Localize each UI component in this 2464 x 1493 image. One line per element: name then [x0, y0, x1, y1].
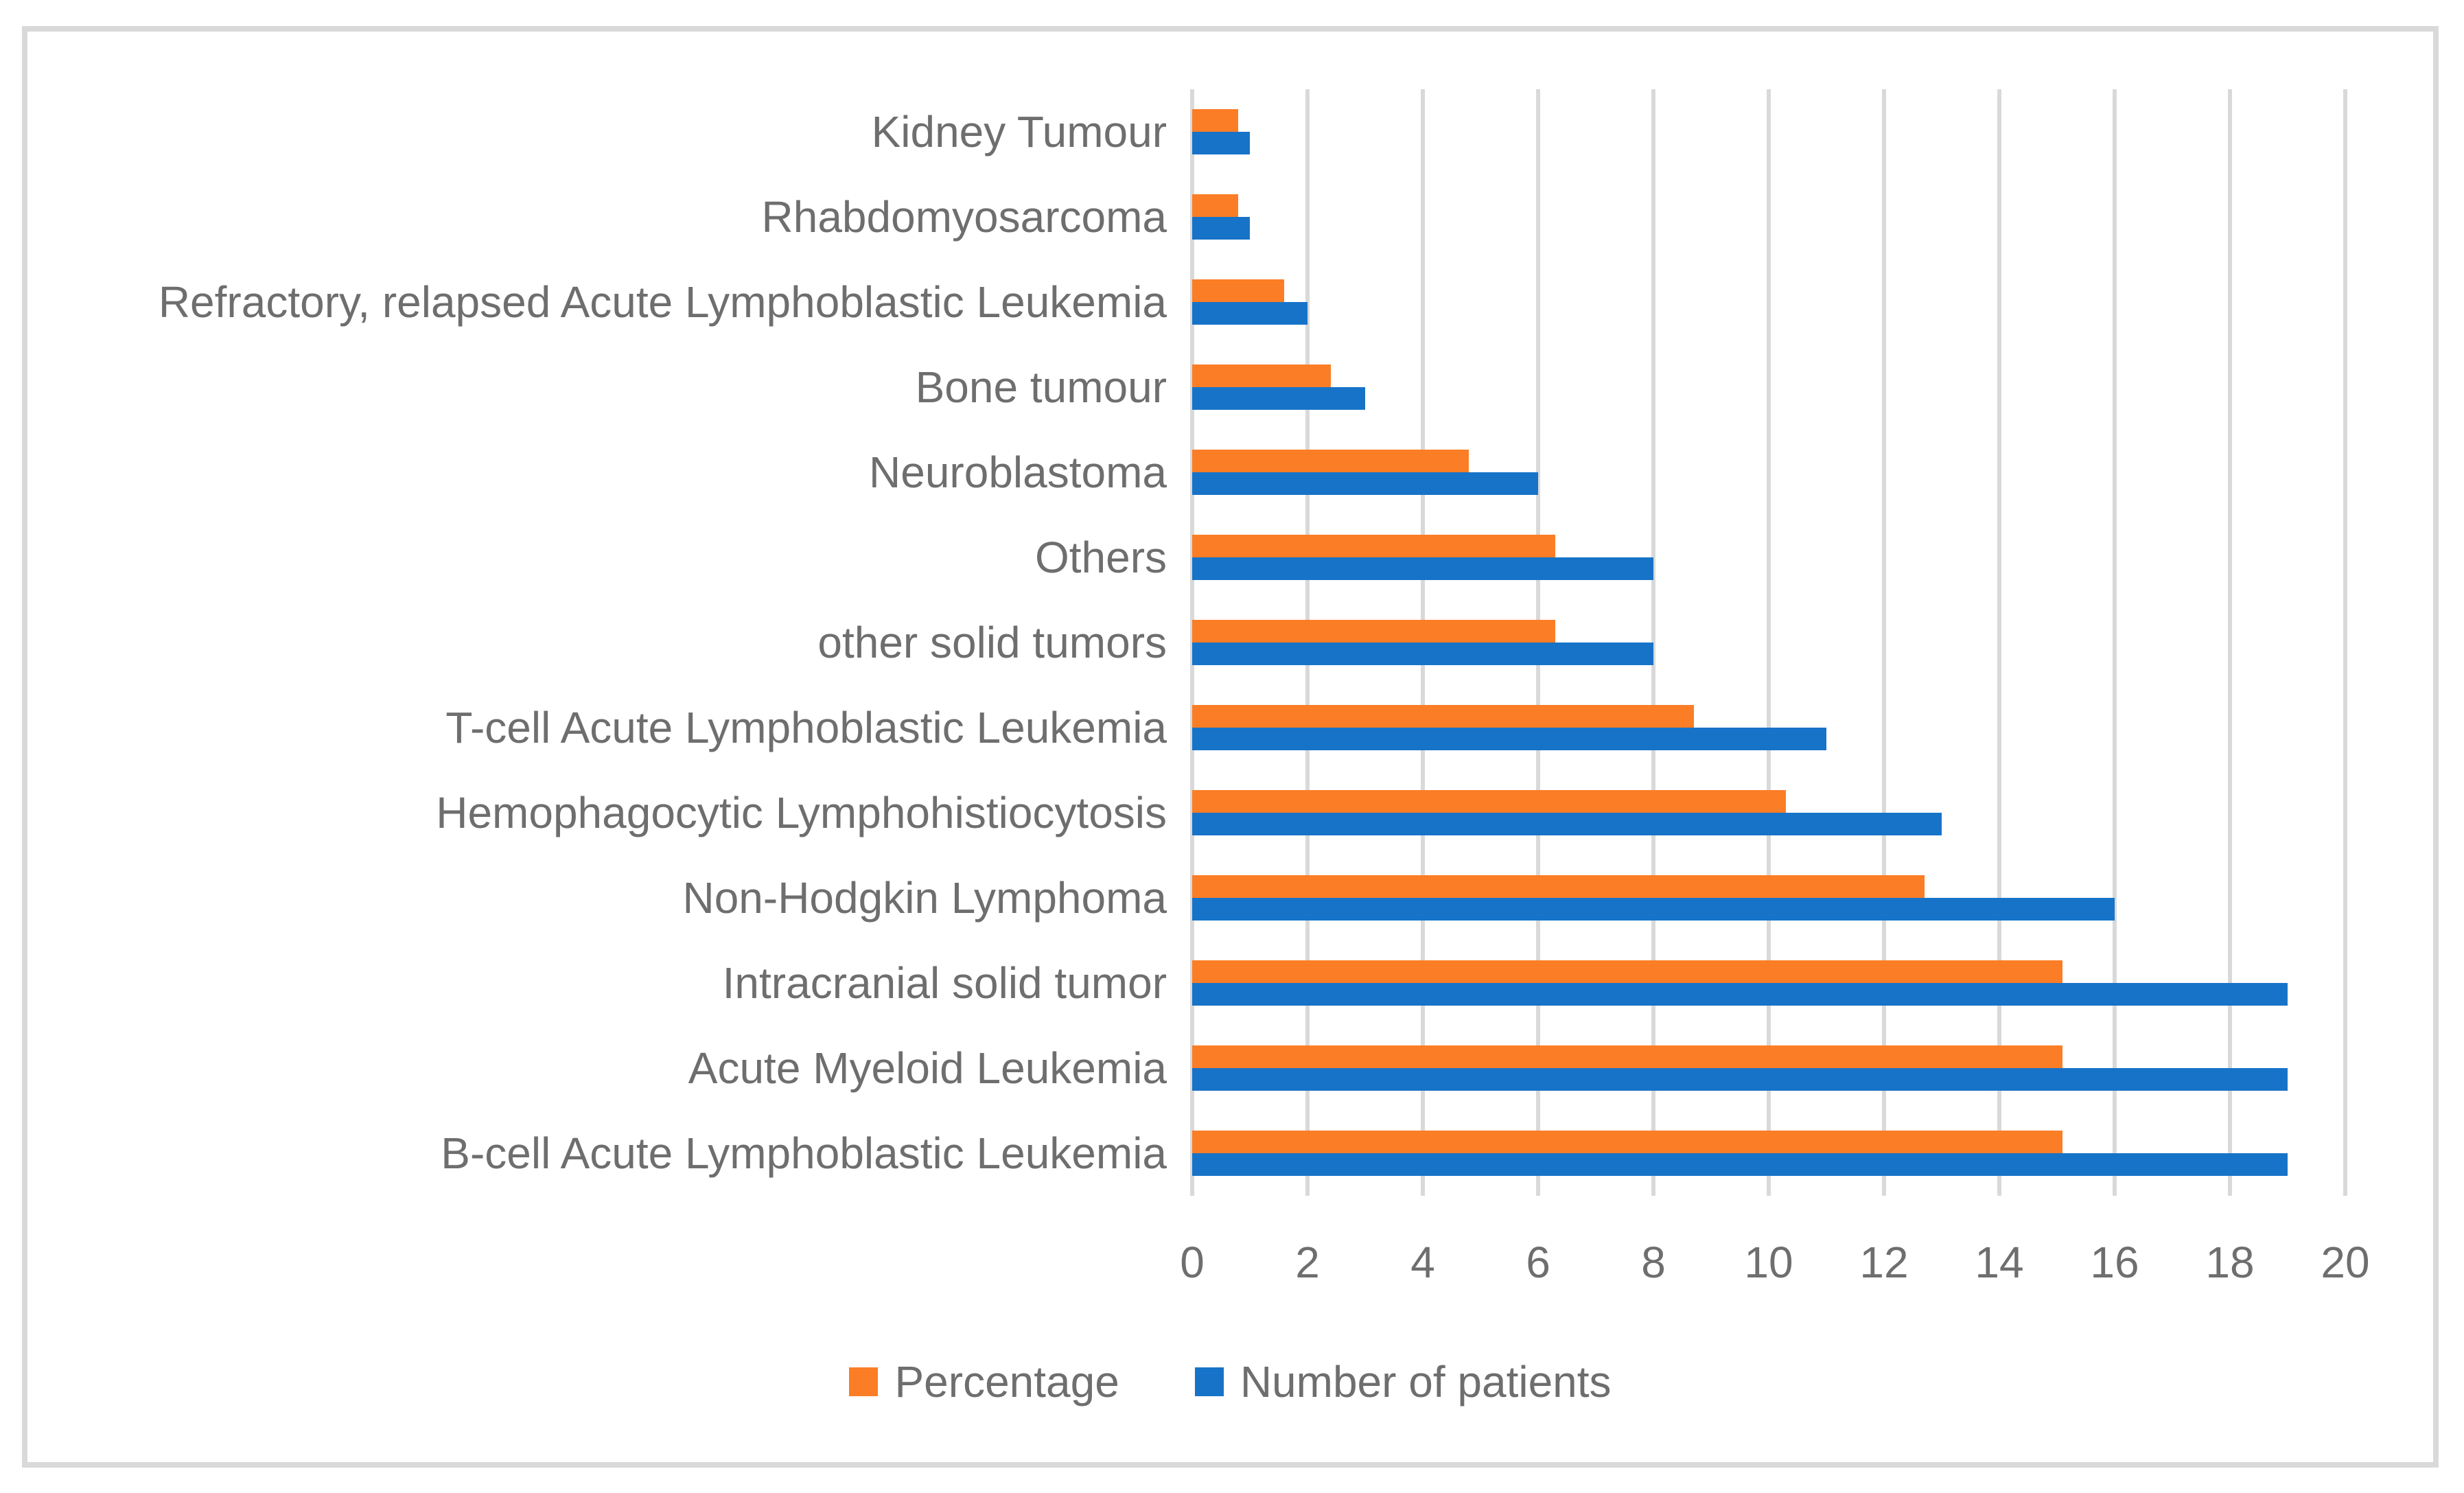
category-row [1192, 345, 2345, 430]
bar-percentage [1192, 364, 1331, 387]
bar-number-of-patients [1192, 132, 1250, 154]
x-tick-label: 16 [2090, 1238, 2139, 1287]
bar-number-of-patients [1192, 643, 1653, 665]
category-row [1192, 259, 2345, 345]
bar-percentage [1192, 535, 1556, 557]
legend-item-number-of-patients: Number of patients [1194, 1356, 1612, 1407]
x-axis-tick-labels: 0 2 4 6 8 10 12 14 16 18 20 [1180, 1237, 2369, 1312]
x-tick-label: 8 [1641, 1238, 1666, 1287]
bar-percentage [1192, 620, 1556, 643]
legend-label-number-of-patients: Number of patients [1240, 1357, 1612, 1407]
category-labels: Kidney Tumour Rhabdomyosarcoma Refractory,… [27, 89, 1167, 1196]
x-tick-label: 6 [1526, 1238, 1550, 1287]
bar-percentage [1192, 1045, 2063, 1068]
x-tick-label: 4 [1410, 1238, 1435, 1287]
bar-percentage [1192, 109, 1239, 132]
category-row [1192, 600, 2345, 685]
category-row [1192, 174, 2345, 259]
gridline [1997, 89, 2001, 1196]
x-tick-label: 12 [1859, 1238, 1909, 1287]
gridline [1882, 89, 1886, 1196]
plot-area [1190, 89, 2347, 1196]
bar-number-of-patients [1192, 217, 1250, 240]
gridline [2343, 89, 2347, 1196]
number-of-patients-swatch-icon [1194, 1367, 1224, 1396]
x-tick-label: 14 [1975, 1238, 2024, 1287]
gridline [1651, 89, 1655, 1196]
bar-number-of-patients [1192, 1068, 2288, 1091]
bar-percentage [1192, 790, 1787, 813]
category-label: Rhabdomyosarcoma [761, 192, 1167, 242]
category-label: other solid tumors [817, 618, 1167, 667]
category-row [1192, 89, 2345, 174]
category-label: Non-Hodgkin Lymphoma [682, 873, 1167, 923]
bar-number-of-patients [1192, 813, 1942, 835]
category-label: Hemophagocytic Lymphohistiocytosis [436, 788, 1167, 837]
category-row [1192, 855, 2345, 940]
bar-number-of-patients [1192, 557, 1653, 580]
category-row [1192, 430, 2345, 515]
bar-percentage [1192, 1131, 2063, 1153]
x-tick-label: 10 [1744, 1238, 1793, 1287]
category-label: B-cell Acute Lymphoblastic Leukemia [441, 1129, 1167, 1178]
bar-percentage [1192, 194, 1239, 217]
category-label: Neuroblastoma [869, 448, 1167, 497]
category-label: Kidney Tumour [871, 107, 1167, 157]
bar-number-of-patients [1192, 1153, 2288, 1176]
bar-percentage [1192, 960, 2063, 983]
x-tick-label: 2 [1295, 1238, 1320, 1287]
legend: Percentage Number of patients [27, 1356, 2433, 1407]
x-tick-label: 18 [2205, 1238, 2255, 1287]
bar-percentage [1192, 875, 1925, 898]
bar-number-of-patients [1192, 302, 1307, 325]
category-label: Refractory, relapsed Acute Lymphoblastic… [158, 277, 1167, 327]
bar-percentage [1192, 450, 1469, 472]
legend-item-percentage: Percentage [849, 1356, 1119, 1407]
legend-label-percentage: Percentage [894, 1357, 1119, 1407]
bar-number-of-patients [1192, 728, 1826, 750]
bar-number-of-patients [1192, 983, 2288, 1006]
category-row [1192, 1111, 2345, 1196]
category-label: T-cell Acute Lymphoblastic Leukemia [445, 703, 1167, 752]
bar-percentage [1192, 279, 1285, 302]
gridline [2228, 89, 2232, 1196]
category-row [1192, 1026, 2345, 1111]
gridline [1767, 89, 1771, 1196]
bar-number-of-patients [1192, 472, 1538, 495]
chart-panel: Kidney Tumour Rhabdomyosarcoma Refractory,… [22, 26, 2439, 1468]
percentage-swatch-icon [849, 1367, 879, 1396]
x-tick-label: 0 [1180, 1238, 1205, 1287]
category-row [1192, 515, 2345, 600]
category-label: Intracranial solid tumor [722, 958, 1167, 1008]
category-row [1192, 685, 2345, 770]
category-row [1192, 770, 2345, 855]
x-tick-label: 20 [2321, 1238, 2370, 1287]
category-row [1192, 940, 2345, 1026]
bar-number-of-patients [1192, 898, 2115, 921]
bar-rows [1192, 89, 2345, 1196]
gridline [2113, 89, 2117, 1196]
bar-number-of-patients [1192, 387, 1365, 410]
category-label: Bone tumour [915, 362, 1167, 412]
bar-percentage [1192, 705, 1694, 728]
category-label: Acute Myeloid Leukemia [688, 1043, 1167, 1093]
category-label: Others [1034, 533, 1167, 582]
